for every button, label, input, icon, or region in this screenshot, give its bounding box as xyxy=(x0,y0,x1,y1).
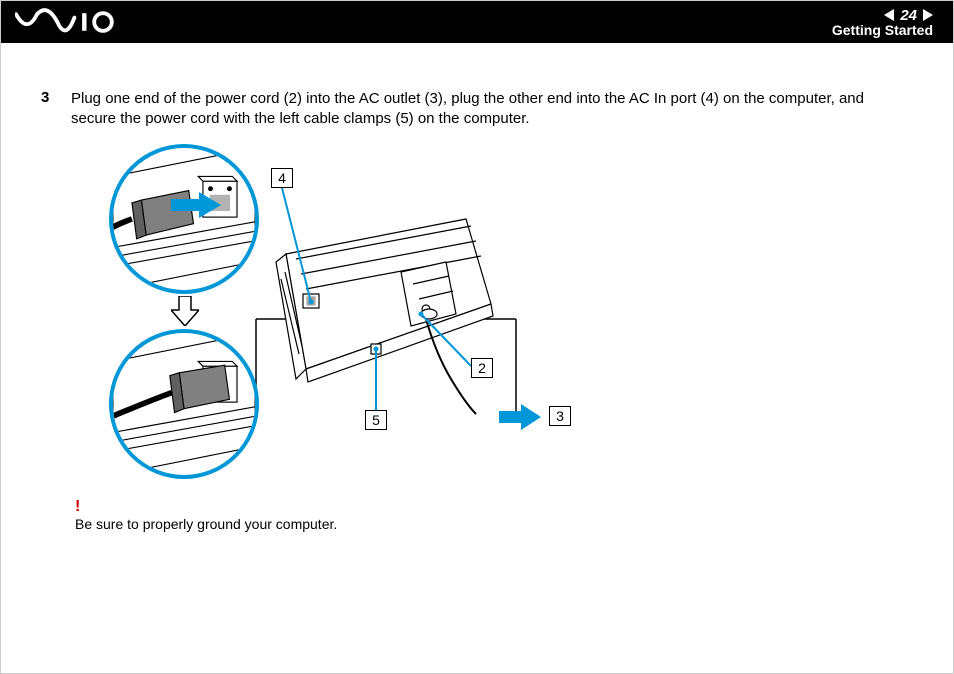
warning-text: Be sure to properly ground your computer… xyxy=(75,516,913,532)
callout-5-label: 5 xyxy=(372,412,380,428)
inset-ac-port xyxy=(109,144,259,294)
prev-page-arrow-icon[interactable] xyxy=(884,9,894,21)
callout-5: 5 xyxy=(365,410,387,430)
vaio-logo xyxy=(15,8,125,36)
callout-2: 2 xyxy=(471,358,493,378)
inset-plug-secured xyxy=(109,329,259,479)
step-number: 3 xyxy=(41,89,55,130)
down-arrow-icon xyxy=(171,296,199,326)
step-row: 3 Plug one end of the power cord (2) int… xyxy=(41,89,913,130)
warning-block: ! Be sure to properly ground your comput… xyxy=(75,498,913,532)
step-text: Plug one end of the power cord (2) into … xyxy=(71,89,913,130)
header-right: 24 Getting Started xyxy=(832,7,933,38)
callout-4-label: 4 xyxy=(278,170,286,186)
instruction-figure: 4 2 5 3 xyxy=(71,144,571,484)
warning-mark: ! xyxy=(75,498,913,516)
section-title: Getting Started xyxy=(832,22,933,38)
outlet-arrow-icon xyxy=(499,404,541,430)
next-page-arrow-icon[interactable] xyxy=(923,9,933,21)
callout-2-label: 2 xyxy=(478,360,486,376)
callout-4: 4 xyxy=(271,168,293,188)
header-bar: 24 Getting Started xyxy=(1,1,953,43)
page-content: 3 Plug one end of the power cord (2) int… xyxy=(1,43,953,532)
callout-3: 3 xyxy=(549,406,571,426)
plug-arrow-icon xyxy=(171,192,221,218)
callout-3-label: 3 xyxy=(556,408,564,424)
